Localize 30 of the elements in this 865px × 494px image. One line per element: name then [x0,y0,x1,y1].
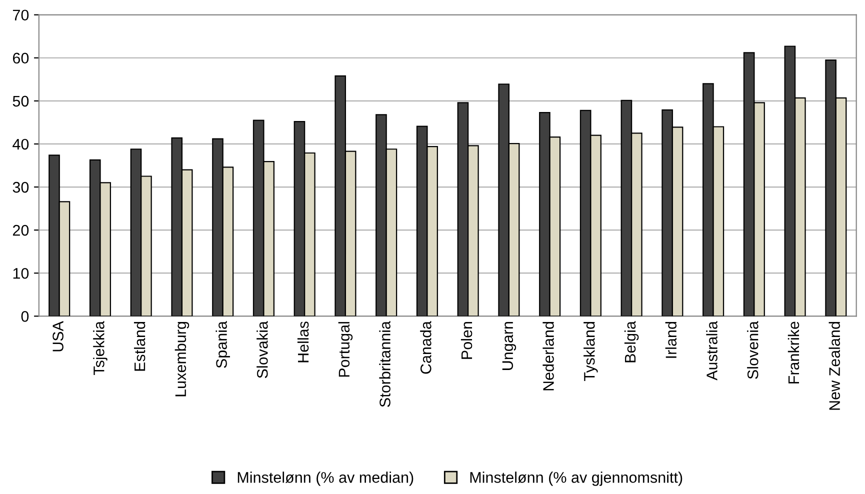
x-tick-label: Belgia [624,321,639,362]
x-tick-label: Frankrike [788,322,800,384]
y-tick-label: 60 [12,52,29,64]
x-tick-label: Australia [706,321,718,380]
x-tick-label: Ungarn [502,322,516,370]
x-tick-label: New Zealand [828,322,840,410]
x-tick-label: USA [52,321,64,352]
x-tick-label: Nederland [542,322,554,390]
x-tick-label: Storbritannia [379,321,390,407]
legend-label: Minstelønn (% av gjennomsnitt) [470,472,682,486]
legend-label: Minstelønn (% av median) [238,472,414,486]
x-tick-label: Estland [134,322,146,371]
y-tick-label: 30 [12,182,29,193]
x-tick-label: Irland [665,322,677,358]
x-tick-label: Canada [420,321,432,374]
y-tick-label: 70 [12,10,29,21]
x-tick-label: Portugal [338,322,353,377]
x-tick-label: Slovenia [747,321,758,379]
y-tick-label: 50 [12,96,29,107]
y-tick-label: 20 [12,224,29,236]
x-tick-label: Luxemburg [174,322,190,396]
x-tick-label: Slovakia [256,321,268,378]
y-tick-label: 0 [21,311,29,322]
x-tick-label: Tsjekkia [93,321,108,376]
x-tick-label: Tyskland [584,322,598,381]
x-tick-label: Spania [216,321,230,368]
x-tick-label: Polen [460,322,472,359]
y-tick-label: 40 [12,138,29,150]
x-tick-label: Hellas [297,322,309,362]
y-tick-label: 10 [13,268,29,279]
